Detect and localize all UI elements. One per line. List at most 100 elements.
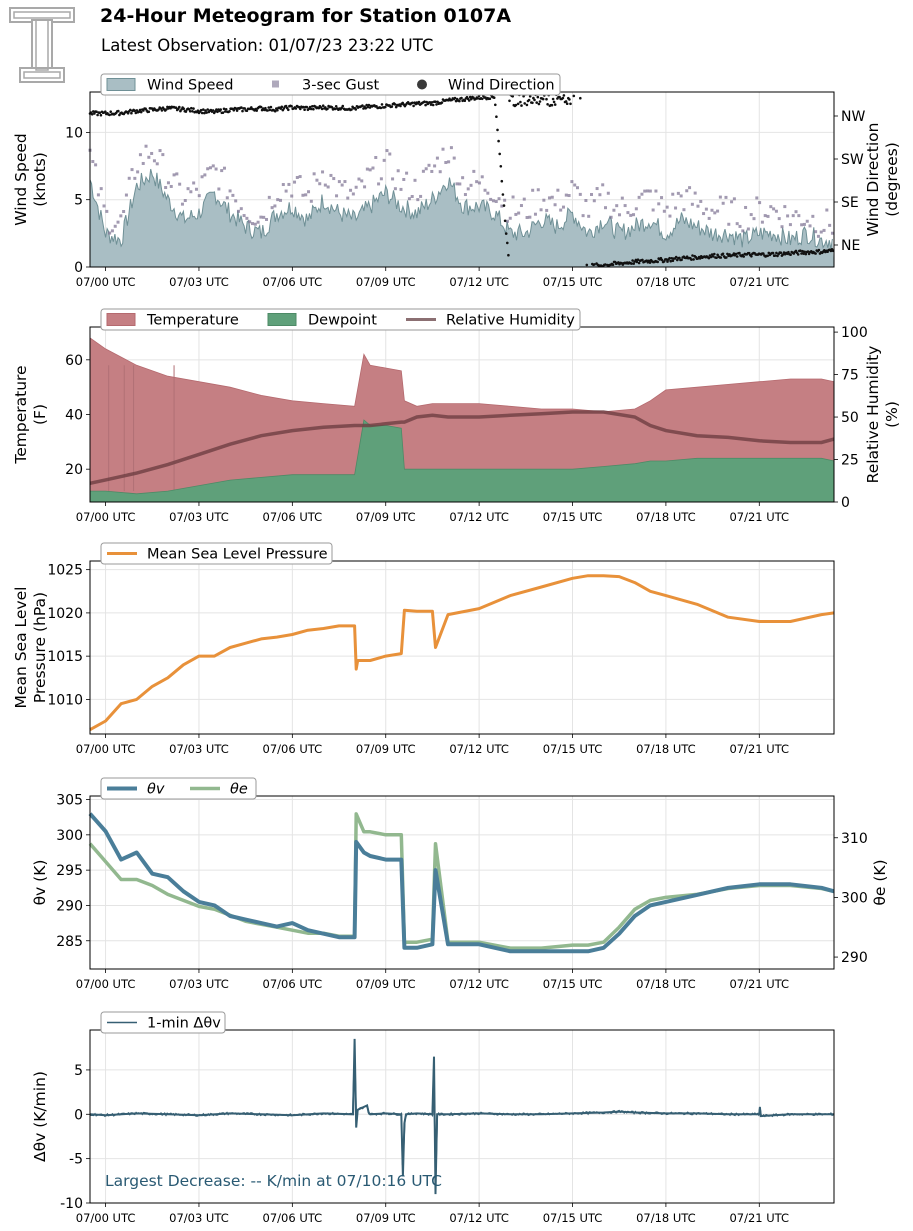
- gust-point: [657, 202, 661, 206]
- gust-point: [606, 191, 610, 195]
- direction-point: [203, 111, 206, 115]
- gust-point: [634, 207, 638, 211]
- direction-point: [190, 106, 193, 110]
- direction-point: [454, 99, 458, 103]
- direction-point: [134, 111, 138, 115]
- dewpoint-area: [89, 419, 835, 503]
- direction-point: [508, 99, 511, 103]
- gust-point: [643, 189, 647, 193]
- legend: 1-min Δθv: [100, 1011, 226, 1034]
- plot-border: [89, 1029, 835, 1204]
- direction-point: [117, 109, 120, 113]
- page-title: 24-Hour Meteogram for Station 0107A: [100, 5, 512, 27]
- x-tick-label: 07/03 UTC: [169, 275, 229, 289]
- direction-point: [90, 113, 94, 116]
- direction-point: [726, 252, 729, 256]
- gust-point: [228, 189, 232, 193]
- gust-point: [458, 182, 462, 186]
- x-tick-label: 07/21 UTC: [729, 977, 789, 991]
- direction-point: [157, 108, 160, 111]
- direction-point: [806, 250, 810, 253]
- gust-point: [323, 183, 327, 187]
- gust-point: [152, 159, 156, 163]
- y2-tick-label: 50: [841, 410, 859, 426]
- direction-point: [630, 262, 633, 265]
- gust-point: [433, 164, 437, 168]
- direction-point: [266, 109, 269, 112]
- gust-point: [321, 170, 325, 174]
- direction-point: [435, 103, 438, 106]
- direction-point: [280, 105, 284, 109]
- direction-point: [379, 106, 383, 110]
- direction-point: [796, 253, 800, 256]
- direction-point: [514, 103, 518, 107]
- gust-point: [542, 198, 546, 202]
- direction-point: [205, 111, 208, 114]
- direction-point: [721, 252, 725, 256]
- direction-point: [180, 108, 183, 111]
- direction-point: [558, 95, 561, 99]
- gust-point: [236, 209, 240, 213]
- gust-point: [138, 153, 142, 157]
- direction-point: [364, 107, 368, 110]
- gust-point: [206, 167, 210, 171]
- gust-point: [377, 182, 381, 186]
- gust-point: [407, 197, 411, 201]
- direction-point: [631, 259, 634, 262]
- gust-point: [315, 178, 319, 182]
- legend-label: 1-min Δθv: [147, 1016, 221, 1032]
- gust-point: [419, 194, 423, 198]
- gust-point: [295, 175, 299, 179]
- direction-point: [497, 139, 500, 143]
- legend: Wind Speed 3-sec Gust Wind Direction: [100, 73, 561, 96]
- gust-point: [707, 216, 711, 220]
- direction-point: [211, 109, 215, 112]
- direction-point: [562, 94, 566, 97]
- rh-line: [89, 410, 835, 486]
- direction-point: [561, 96, 565, 100]
- gust-point: [483, 188, 487, 192]
- gust-point: [553, 203, 557, 207]
- y-tick-label: 10: [65, 125, 83, 141]
- gust-point: [435, 156, 439, 160]
- gust-point: [648, 189, 652, 193]
- x-tick-label: 07/09 UTC: [356, 510, 416, 524]
- gust-point: [601, 183, 605, 187]
- direction-point: [800, 252, 803, 255]
- direction-point: [775, 251, 778, 255]
- direction-point: [527, 98, 531, 102]
- direction-point: [200, 111, 204, 115]
- direction-point: [308, 105, 312, 109]
- direction-point: [463, 99, 467, 102]
- gust-point: [136, 170, 140, 174]
- gust-point: [430, 169, 434, 173]
- gust-point: [133, 176, 137, 180]
- direction-point: [104, 110, 107, 113]
- x-tick-label: 07/06 UTC: [263, 977, 323, 991]
- direction-point: [789, 253, 792, 256]
- gust-point: [758, 201, 762, 205]
- legend-label: Temperature: [146, 313, 239, 329]
- direction-point: [707, 256, 711, 260]
- gust-point: [234, 199, 238, 203]
- direction-point: [666, 260, 669, 263]
- direction-point: [528, 95, 532, 98]
- y2-tick-label: NE: [841, 238, 860, 254]
- gust-point: [660, 196, 664, 200]
- direction-point: [774, 254, 777, 257]
- gust-point: [360, 179, 364, 183]
- gust-point: [94, 163, 98, 167]
- direction-point: [431, 103, 435, 107]
- direction-point: [268, 108, 272, 112]
- gust-point: [503, 198, 507, 202]
- gust-point: [828, 223, 832, 227]
- direction-point: [494, 103, 497, 107]
- x-tick-label: 07/06 UTC: [263, 510, 323, 524]
- gust-point: [259, 215, 263, 219]
- gust-point: [702, 212, 706, 216]
- y-tick-label: -5: [69, 1152, 83, 1168]
- direction-point: [129, 108, 132, 112]
- gust-point: [304, 193, 308, 197]
- x-tick-label: 07/15 UTC: [543, 510, 603, 524]
